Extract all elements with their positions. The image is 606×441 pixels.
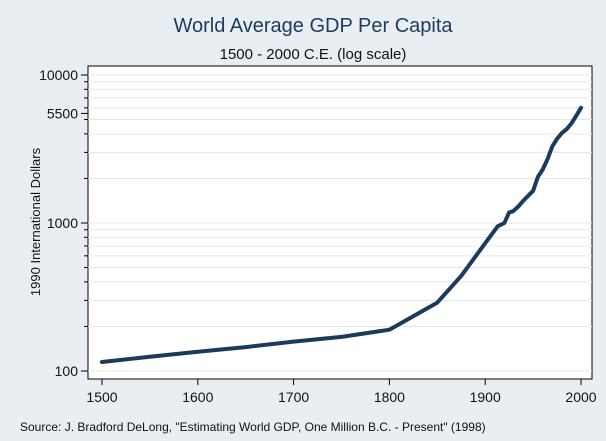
- series-layer: [100, 105, 583, 364]
- x-tick-label: 1500: [86, 389, 117, 405]
- x-tick-label: 1800: [374, 389, 405, 405]
- y-tick-label: 5500: [47, 105, 78, 121]
- source-note: Source: J. Bradford DeLong, "Estimating …: [20, 420, 486, 434]
- y-axis: 100 1000 5500 10000: [39, 67, 88, 379]
- y-tick-label: 1000: [47, 215, 78, 231]
- y-tick-label: 100: [55, 363, 79, 379]
- y-axis-label: 1990 International Dollars: [28, 147, 43, 296]
- series-line: [100, 105, 583, 364]
- chart-title: World Average GDP Per Capita: [173, 15, 453, 37]
- x-tick-label: 1700: [278, 389, 309, 405]
- chart-subtitle: 1500 - 2000 C.E. (log scale): [220, 46, 407, 63]
- x-tick-label: 2000: [565, 389, 596, 405]
- y-tick-label: 10000: [39, 67, 78, 83]
- x-tick-label: 1600: [182, 389, 213, 405]
- x-axis: 1500 1600 1700 1800 1900 2000: [86, 379, 597, 405]
- x-tick-label: 1900: [470, 389, 501, 405]
- grid-lines: [88, 74, 592, 372]
